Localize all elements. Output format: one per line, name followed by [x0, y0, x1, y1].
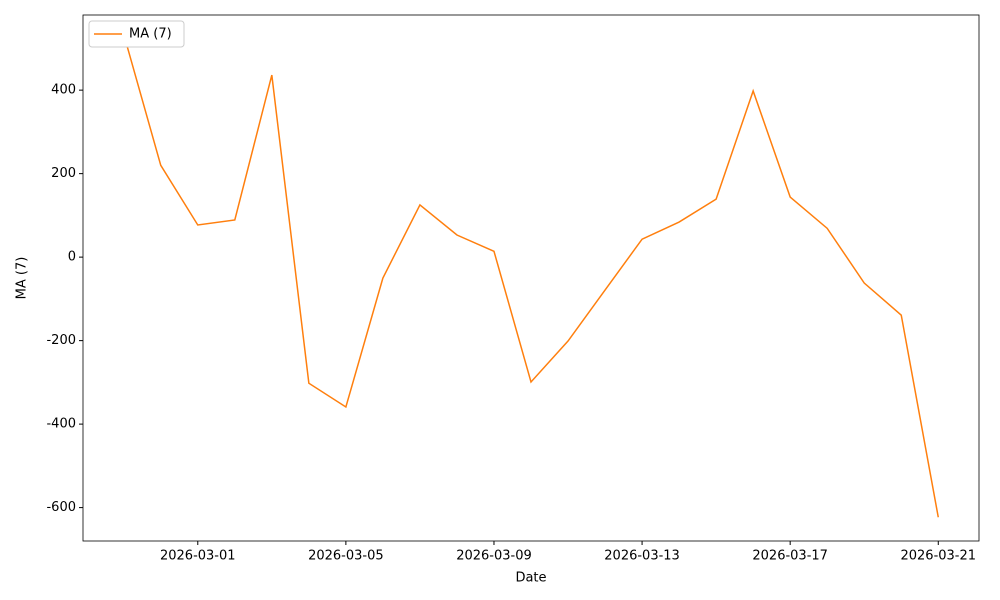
x-tick-label: 2026-03-01: [160, 549, 236, 564]
legend-label: MA (7): [129, 27, 172, 42]
x-tick-label: 2026-03-09: [456, 549, 532, 564]
x-axis-label: Date: [515, 571, 546, 586]
y-tick-label: -600: [46, 500, 76, 515]
y-tick-label: 400: [51, 83, 76, 98]
y-tick-label: -400: [46, 417, 76, 432]
y-tick-label: 200: [51, 166, 76, 181]
y-tick-label: 0: [68, 250, 76, 265]
legend-box: [88, 20, 185, 48]
x-tick-label: 2026-03-21: [900, 549, 976, 564]
x-tick-label: 2026-03-13: [604, 549, 680, 564]
x-tick-label: 2026-03-17: [752, 549, 828, 564]
data-line: [123, 33, 940, 518]
plot-frame: [82, 14, 980, 542]
y-tick-label: -200: [46, 333, 76, 348]
x-tick-label: 2026-03-05: [308, 549, 384, 564]
y-axis-label: MA (7): [15, 257, 30, 300]
